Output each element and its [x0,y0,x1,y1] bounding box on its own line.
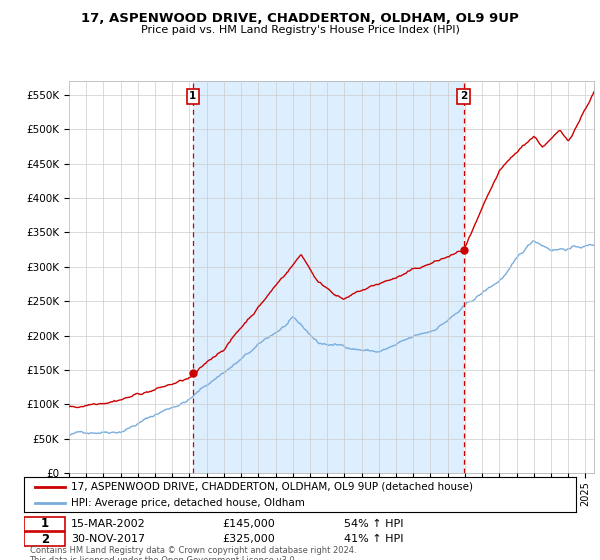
Text: 54% ↑ HPI: 54% ↑ HPI [344,519,404,529]
Text: 15-MAR-2002: 15-MAR-2002 [71,519,146,529]
Text: 2: 2 [41,533,49,545]
Text: Price paid vs. HM Land Registry's House Price Index (HPI): Price paid vs. HM Land Registry's House … [140,25,460,35]
Text: 1: 1 [190,91,197,101]
Text: 41% ↑ HPI: 41% ↑ HPI [344,534,404,544]
Text: 1: 1 [41,517,49,530]
FancyBboxPatch shape [24,532,65,546]
Text: 17, ASPENWOOD DRIVE, CHADDERTON, OLDHAM, OL9 9UP (detached house): 17, ASPENWOOD DRIVE, CHADDERTON, OLDHAM,… [71,482,473,492]
Bar [193,81,464,473]
FancyBboxPatch shape [24,517,65,531]
Text: 30-NOV-2017: 30-NOV-2017 [71,534,145,544]
Text: Contains HM Land Registry data © Crown copyright and database right 2024.
This d: Contains HM Land Registry data © Crown c… [29,545,356,560]
Text: 17, ASPENWOOD DRIVE, CHADDERTON, OLDHAM, OL9 9UP: 17, ASPENWOOD DRIVE, CHADDERTON, OLDHAM,… [81,12,519,25]
Text: HPI: Average price, detached house, Oldham: HPI: Average price, detached house, Oldh… [71,497,305,507]
Text: 2: 2 [460,91,467,101]
Text: £325,000: £325,000 [223,534,275,544]
Text: £145,000: £145,000 [223,519,275,529]
